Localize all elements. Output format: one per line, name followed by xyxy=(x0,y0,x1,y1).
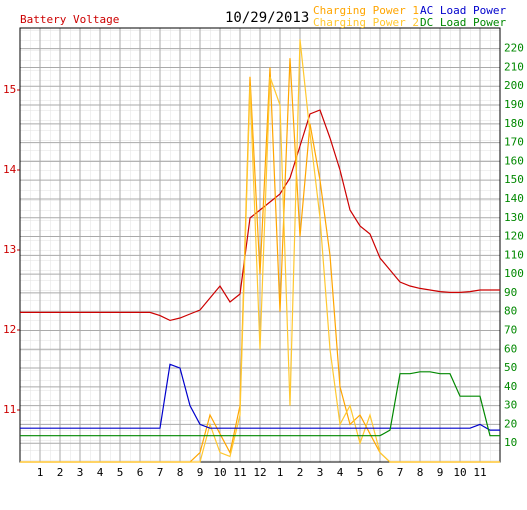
legend-label: AC Load Power xyxy=(420,4,506,17)
y2-tick-label: 40 xyxy=(504,380,517,393)
y2-tick-label: 100 xyxy=(504,267,524,280)
y2-tick-label: 120 xyxy=(504,230,524,243)
x-tick-label: 3 xyxy=(317,466,324,479)
x-tick-label: 9 xyxy=(197,466,204,479)
y2-tick-label: 30 xyxy=(504,399,517,412)
chart-title: 10/29/2013 xyxy=(225,10,309,26)
y2-tick-label: 20 xyxy=(504,417,517,430)
x-tick-label: 7 xyxy=(157,466,164,479)
x-tick-label: 2 xyxy=(57,466,64,479)
series-line xyxy=(20,39,500,463)
legend-label: Charging Power 1 xyxy=(313,4,419,17)
series-line xyxy=(20,371,500,437)
y2-tick-label: 200 xyxy=(504,79,524,92)
y-axis-title: Battery Voltage xyxy=(20,13,119,26)
legend-label: DC Load Power xyxy=(420,16,506,29)
y2-tick-label: 80 xyxy=(504,305,517,318)
y2-tick-label: 140 xyxy=(504,192,524,205)
x-tick-label: 8 xyxy=(177,466,184,479)
x-tick-label: 8 xyxy=(417,466,424,479)
x-tick-label: 5 xyxy=(117,466,124,479)
y2-tick-label: 50 xyxy=(504,361,517,374)
y-tick-label: 12 xyxy=(3,323,16,336)
x-tick-label: 4 xyxy=(97,466,104,479)
y2-tick-label: 210 xyxy=(504,60,524,73)
y2-tick-label: 160 xyxy=(504,154,524,167)
y2-tick-label: 150 xyxy=(504,173,524,186)
y2-tick-label: 10 xyxy=(504,436,517,449)
x-tick-label: 7 xyxy=(397,466,404,479)
x-tick-label: 11 xyxy=(473,466,486,479)
x-tick-label: 5 xyxy=(357,466,364,479)
y-tick-label: 11 xyxy=(3,403,16,416)
x-tick-label: 11 xyxy=(233,466,246,479)
y2-tick-label: 180 xyxy=(504,117,524,130)
plot-frame xyxy=(19,27,501,463)
y2-tick-label: 110 xyxy=(504,248,524,261)
x-tick-label: 6 xyxy=(137,466,144,479)
y2-tick-label: 90 xyxy=(504,286,517,299)
series-line xyxy=(20,109,500,322)
x-tick-label: 12 xyxy=(253,466,266,479)
x-tick-label: 10 xyxy=(453,466,466,479)
x-tick-label: 4 xyxy=(337,466,344,479)
y2-tick-label: 170 xyxy=(504,136,524,149)
x-tick-label: 6 xyxy=(377,466,384,479)
y2-tick-label: 70 xyxy=(504,323,517,336)
y-tick-label: 13 xyxy=(3,243,16,256)
y-tick-label: 14 xyxy=(3,163,17,176)
y-tick-label: 15 xyxy=(3,83,16,96)
y2-tick-label: 190 xyxy=(504,98,524,111)
series-line xyxy=(20,363,500,431)
x-tick-label: 10 xyxy=(213,466,226,479)
x-tick-label: 1 xyxy=(277,466,284,479)
y2-tick-label: 130 xyxy=(504,211,524,224)
x-tick-label: 9 xyxy=(437,466,444,479)
x-tick-label: 3 xyxy=(77,466,84,479)
x-tick-label: 1 xyxy=(37,466,44,479)
y2-tick-label: 220 xyxy=(504,42,524,55)
legend-label: Charging Power 2 xyxy=(313,16,419,29)
y2-tick-label: 60 xyxy=(504,342,517,355)
x-tick-label: 2 xyxy=(297,466,304,479)
